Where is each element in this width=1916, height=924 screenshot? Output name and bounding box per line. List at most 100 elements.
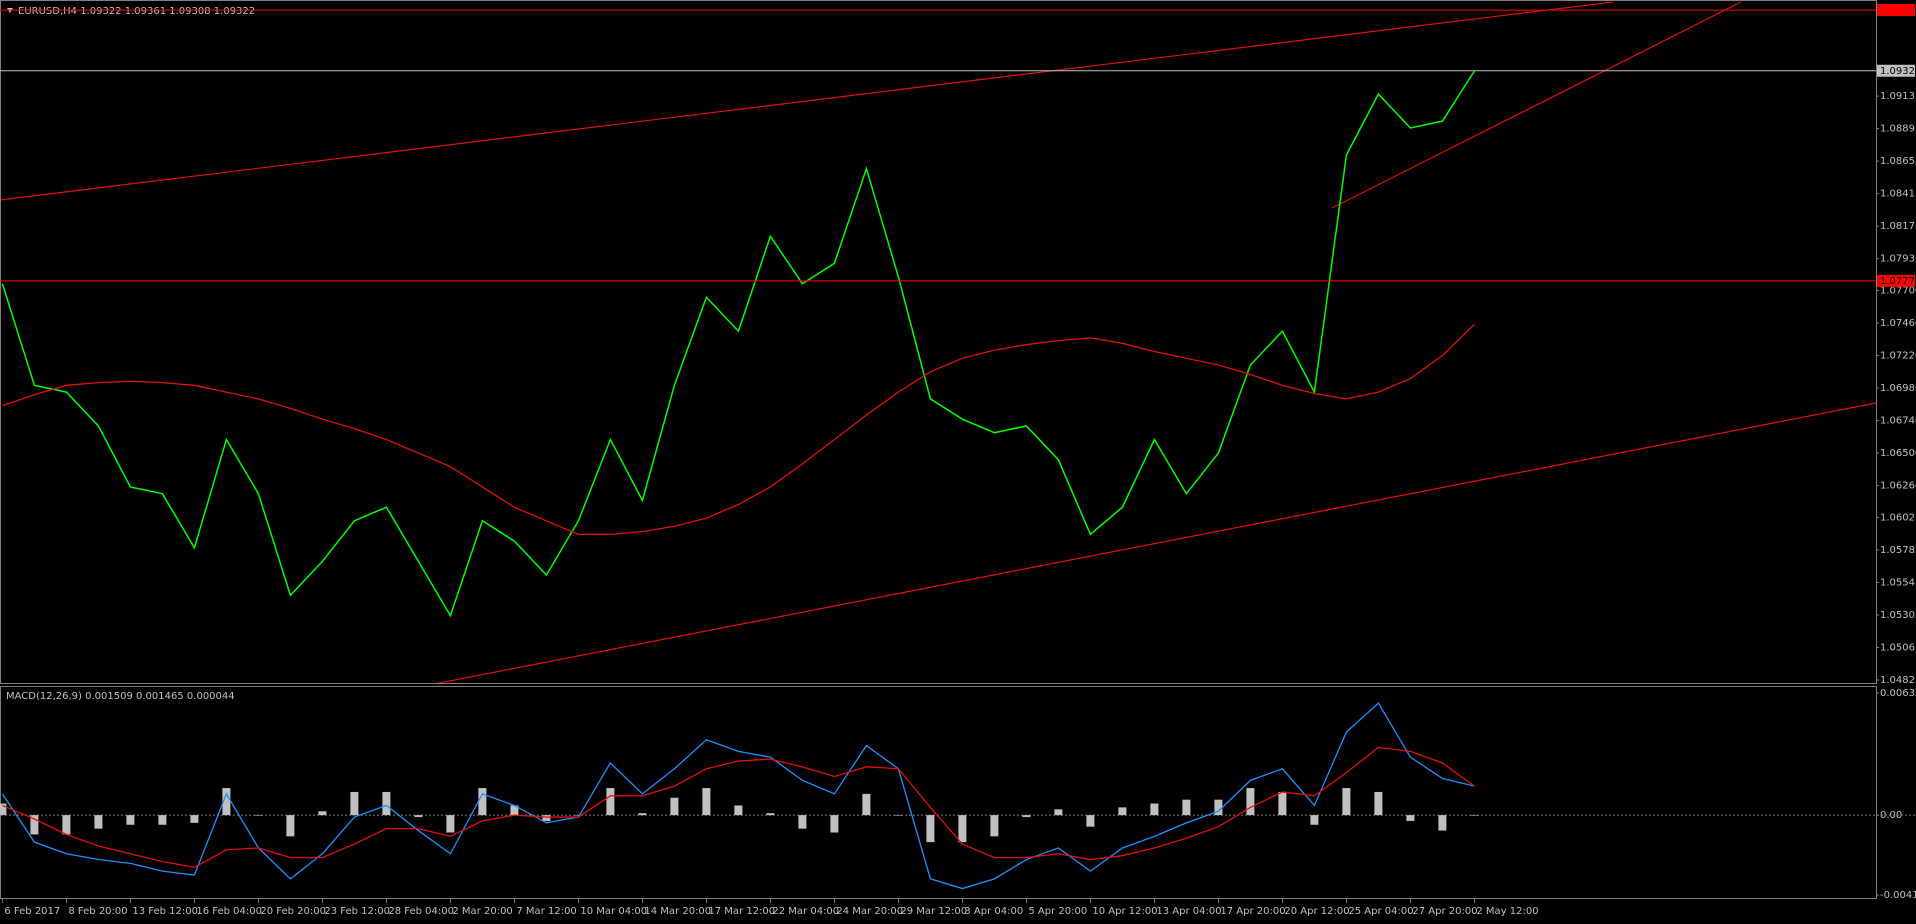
- y-tick-label: 1.05065: [1880, 642, 1916, 653]
- y-tick-label: 1.05305: [1880, 610, 1916, 621]
- plot: [1, 70, 1476, 618]
- y-tick-label: 1.07700: [1880, 285, 1916, 296]
- level-label-box: [1877, 64, 1915, 77]
- histogram-bar: [1086, 815, 1095, 827]
- y-tick-label: 1.05785: [1880, 545, 1916, 556]
- histogram-bar: [606, 788, 615, 816]
- histogram-bar: [318, 811, 327, 816]
- histogram-bar: [1374, 791, 1383, 816]
- histogram-bar: [1470, 815, 1479, 816]
- histogram-bar: [1310, 815, 1319, 825]
- histogram-bar: [766, 813, 775, 816]
- x-tick-label: 17 Apr 20:00: [1220, 906, 1285, 917]
- histogram-bar: [574, 815, 583, 816]
- histogram-bar: [414, 815, 423, 818]
- histogram-bar: [702, 788, 711, 816]
- histogram-bar: [958, 815, 967, 843]
- x-tick-label: 24 Mar 20:00: [836, 906, 903, 917]
- level-label-box: [1877, 274, 1915, 287]
- histogram-bar: [1342, 788, 1351, 816]
- y-tick-label: 1.06740: [1880, 416, 1916, 427]
- x-tick-label: 2 May 12:00: [1476, 906, 1538, 917]
- histogram-bar: [1438, 815, 1447, 831]
- x-tick-label: 20 Feb 20:00: [260, 906, 326, 917]
- histogram-bar: [286, 815, 295, 837]
- x-tick-label: 5 Apr 20:00: [1028, 906, 1087, 917]
- histogram-bar: [1278, 791, 1287, 816]
- macd-line: [2, 746, 1475, 868]
- histogram-bar: [670, 797, 679, 816]
- histogram-bar: [542, 815, 551, 821]
- histogram-bar: [1182, 799, 1191, 816]
- histogram-bar: [0, 803, 7, 816]
- x-tick-label: 23 Feb 12:00: [324, 906, 390, 917]
- histogram-bar: [62, 815, 71, 835]
- x-tick-label: 10 Mar 04:00: [580, 906, 647, 917]
- x-tick-label: 3 Apr 04:00: [964, 906, 1023, 917]
- y-tick-label: 1.07935: [1880, 254, 1916, 265]
- histogram-bar: [1214, 799, 1223, 816]
- macd-title: MACD(12,26,9) 0.001509 0.001465 0.000044: [6, 691, 235, 702]
- x-tick-label: 17 Mar 12:00: [708, 906, 775, 917]
- histogram-bar: [446, 815, 455, 833]
- trendlines: [1, 1, 1876, 683]
- y-tick-label: 1.08415: [1880, 189, 1916, 200]
- histogram-bar: [222, 788, 231, 816]
- x-tick-label: 27 Apr 20:00: [1412, 906, 1477, 917]
- histogram-bar: [382, 791, 391, 816]
- price-line: [2, 323, 1475, 535]
- x-tick-label: 22 Mar 04:00: [772, 906, 839, 917]
- histogram-bar: [350, 791, 359, 816]
- y-tick-label: 1.08175: [1880, 221, 1916, 232]
- level-label: 1.09322: [1880, 66, 1916, 77]
- x-tick-label: 14 Mar 20:00: [644, 906, 711, 917]
- level-label-box: [1877, 4, 1915, 17]
- histogram-bar: [926, 815, 935, 843]
- histogram-bar: [1054, 809, 1063, 816]
- x-tick-label: 20 Apr 12:00: [1284, 906, 1349, 917]
- histogram-bar: [158, 815, 167, 825]
- macd-panel-border: [0, 686, 1877, 899]
- x-tick-label: 2 Mar 20:00: [452, 906, 512, 917]
- y-tick-label: 1.08895: [1880, 124, 1916, 135]
- histogram-bar: [1118, 807, 1127, 816]
- histogram-bar: [94, 815, 103, 829]
- y-tick-label: 1.05545: [1880, 577, 1916, 588]
- histogram-bar: [734, 805, 743, 816]
- x-tick-label: 6 Feb 2017: [4, 906, 60, 917]
- histogram-bar: [1022, 815, 1031, 818]
- x-tick-label: 13 Feb 12:00: [132, 906, 198, 917]
- histogram-bar: [254, 815, 263, 816]
- histogram-bar: [638, 813, 647, 816]
- price-line: [1, 70, 1476, 618]
- histogram-bar: [894, 815, 903, 816]
- y-tick-label: 1.07460: [1880, 318, 1916, 329]
- y-tick-label: 1.04825: [1880, 675, 1916, 686]
- y-tick-label: 1.06025: [1880, 512, 1916, 523]
- histogram-bar: [1150, 803, 1159, 816]
- histogram-bar: [830, 815, 839, 833]
- histogram-bar: [1406, 815, 1415, 821]
- x-tick-label: 10 Apr 12:00: [1092, 906, 1157, 917]
- x-tick-label: 13 Apr 04:00: [1156, 906, 1221, 917]
- trendline: [1331, 1, 1742, 209]
- y-tick-label: 1.06980: [1880, 383, 1916, 394]
- histogram-bar: [1246, 788, 1255, 816]
- trendline: [1, 1, 1614, 201]
- y-tick-label: 0.006323: [1880, 688, 1916, 699]
- histogram-bar: [126, 815, 135, 825]
- y-tick-label: 1.07220: [1880, 351, 1916, 362]
- macd-line: [1, 702, 1475, 890]
- y-tick-label: 1.09135: [1880, 91, 1916, 102]
- y-tick-label: 1.08655: [1880, 156, 1916, 167]
- trendline: [435, 402, 1876, 683]
- histogram-bar: [478, 788, 487, 816]
- y-tick-label: 1.06260: [1880, 481, 1916, 492]
- x-tick-label: 16 Feb 04:00: [196, 906, 262, 917]
- y-tick-label: 0.00: [1880, 810, 1902, 821]
- x-tick-label: 29 Mar 12:00: [900, 906, 967, 917]
- y-tick-label: -0.004136: [1880, 890, 1916, 901]
